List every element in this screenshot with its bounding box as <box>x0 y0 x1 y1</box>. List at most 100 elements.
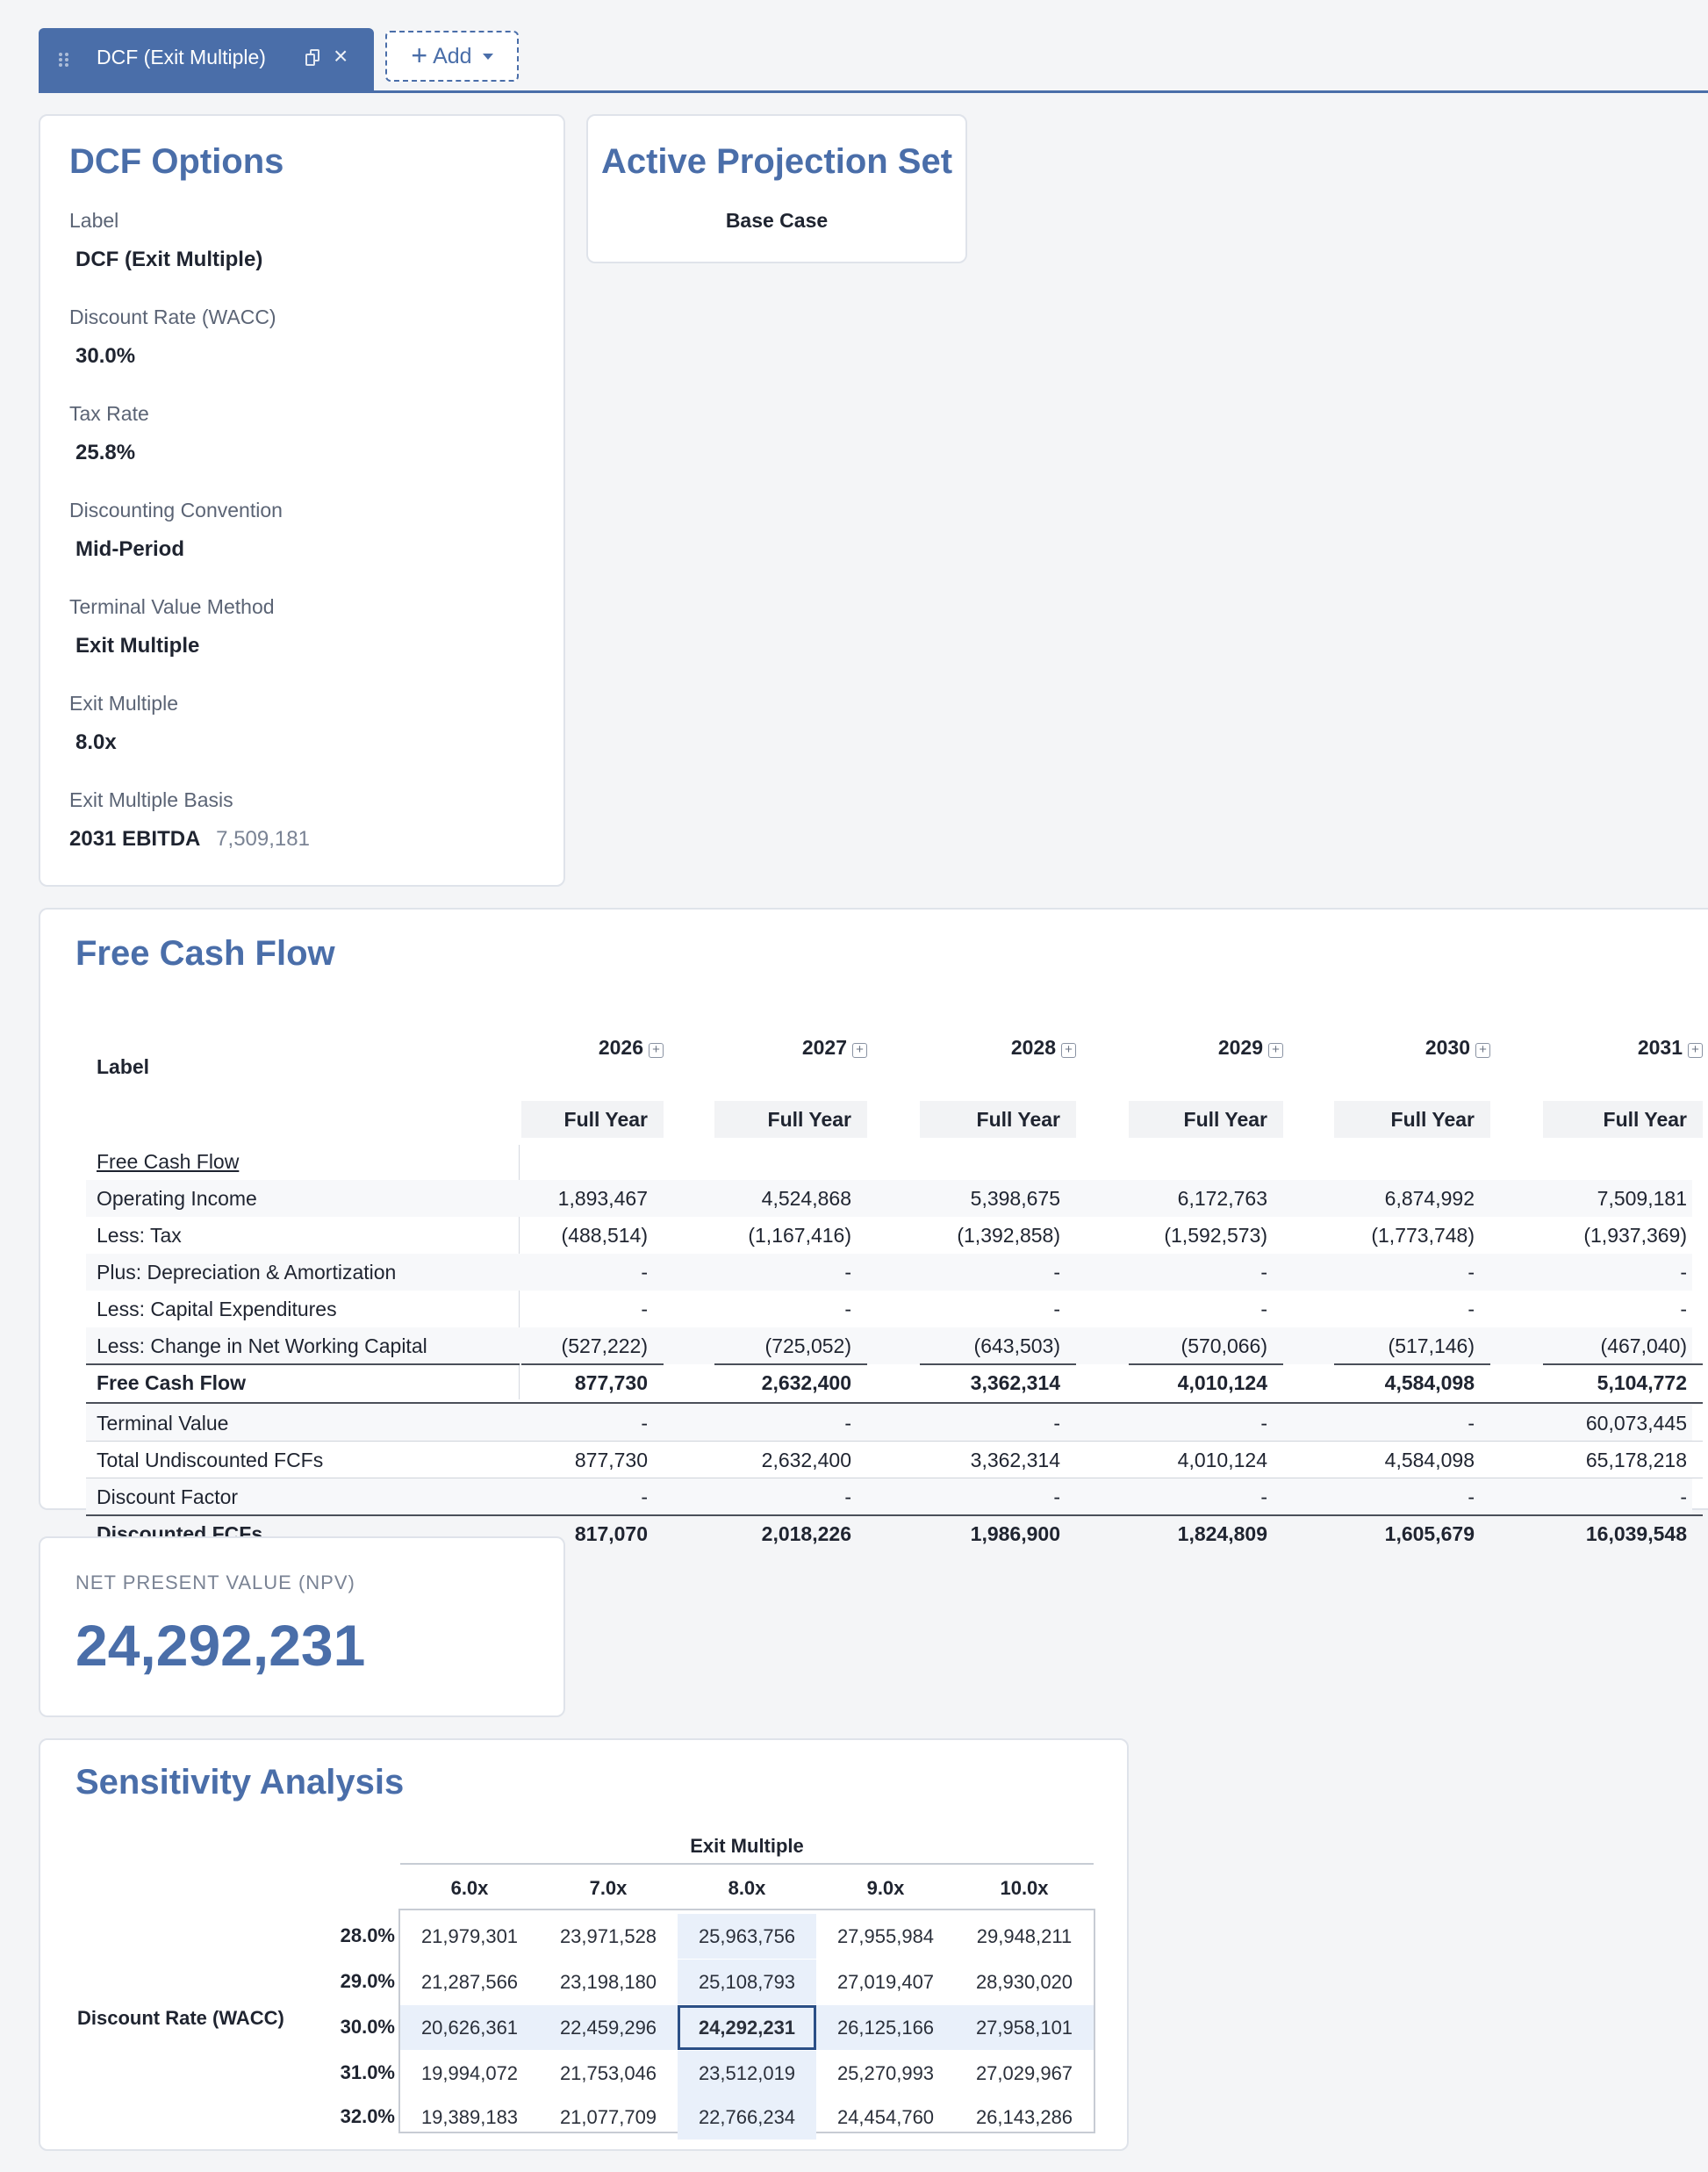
table-cell: (467,040) <box>1600 1334 1687 1357</box>
sensitivity-cell[interactable]: 27,029,967 <box>975 2062 1073 2084</box>
table-cell: (488,514) <box>561 1224 648 1247</box>
year-header[interactable]: 2026 + <box>520 1036 664 1060</box>
duplicate-icon[interactable] <box>305 49 321 67</box>
sensitivity-cell[interactable]: 24,454,760 <box>836 2106 935 2128</box>
sensitivity-cell[interactable]: 28,930,020 <box>975 1971 1073 1993</box>
year-label: 2026 <box>598 1036 643 1059</box>
table-cell: 1,986,900 <box>970 1522 1060 1545</box>
projection-title: Active Projection Set <box>600 142 953 181</box>
year-header[interactable]: 2029 + <box>1127 1036 1283 1060</box>
sensitivity-cell[interactable]: 27,955,984 <box>836 1925 935 1947</box>
table-cell: 1,893,467 <box>557 1187 648 1210</box>
expand-icon[interactable]: + <box>649 1043 664 1058</box>
period-header: Full Year <box>1334 1101 1490 1138</box>
sensitivity-cell[interactable]: 23,198,180 <box>559 1971 657 1993</box>
table-cell: 1,605,679 <box>1384 1522 1475 1545</box>
add-tab-button[interactable]: + Add <box>385 31 519 82</box>
sensitivity-cell[interactable]: 25,963,756 <box>678 1914 816 1959</box>
table-cell: - <box>1468 1298 1475 1320</box>
sensitivity-cell[interactable]: 22,766,234 <box>678 2095 816 2140</box>
table-row: Discount Factor - - - - - - <box>86 1478 1692 1515</box>
table-cell: 2,018,226 <box>761 1522 851 1545</box>
sensitivity-cell[interactable]: 21,753,046 <box>559 2062 657 2084</box>
table-row: Free Cash Flow 877,730 2,632,400 3,362,314 4… <box>86 1364 1692 1401</box>
projection-value[interactable]: Base Case <box>725 209 829 232</box>
expand-icon[interactable]: + <box>1688 1043 1703 1058</box>
column-header: 7.0x <box>589 1877 628 1899</box>
sensitivity-cell[interactable]: 23,971,528 <box>559 1925 657 1947</box>
year-label: 2028 <box>1010 1036 1056 1059</box>
sensitivity-cell[interactable]: 19,994,072 <box>420 2062 519 2084</box>
period-header: Full Year <box>1129 1101 1283 1138</box>
table-cell: - <box>1680 1261 1687 1284</box>
sensitivity-cell[interactable]: 23,512,019 <box>678 2051 816 2096</box>
sensitivity-cell[interactable]: 19,389,183 <box>420 2106 519 2128</box>
sensitivity-cell[interactable]: 29,948,211 <box>976 1925 1073 1947</box>
table-cell: 60,073,445 <box>1585 1412 1687 1435</box>
table-cell: - <box>844 1412 851 1435</box>
row-divider <box>86 1363 520 1365</box>
option-value[interactable]: 25.8% <box>75 441 136 464</box>
column-header: 8.0x <box>728 1877 766 1899</box>
table-cell: 877,730 <box>574 1371 648 1394</box>
option-value[interactable]: 30.0% <box>75 344 136 368</box>
sensitivity-cell[interactable]: 26,125,166 <box>816 2005 955 2050</box>
sensitivity-cell[interactable]: 27,958,101 <box>955 2005 1094 2050</box>
sensitivity-cell[interactable]: 25,270,993 <box>836 2062 935 2084</box>
table-cell: - <box>844 1261 851 1284</box>
section-heading: Free Cash Flow <box>86 1143 507 1180</box>
sensitivity-cell[interactable]: 21,979,301 <box>420 1925 519 1947</box>
table-cell: - <box>1053 1412 1060 1435</box>
table-cell: - <box>1468 1261 1475 1284</box>
table-cell: 16,039,548 <box>1585 1522 1687 1545</box>
exit-multiple-basis: 2031 EBITDA 7,509,181 <box>69 827 310 852</box>
tab-dcf-exit-multiple[interactable]: DCF (Exit Multiple) × <box>39 28 374 90</box>
expand-icon[interactable]: + <box>1061 1043 1076 1058</box>
option-value[interactable]: Exit Multiple <box>75 634 200 658</box>
table-cell: (517,146) <box>1388 1334 1475 1357</box>
row-label: Less: Change in Net Working Capital <box>97 1334 427 1357</box>
option-value[interactable]: Mid-Period <box>75 537 184 561</box>
table-cell: 7,509,181 <box>1597 1187 1687 1210</box>
row-divider <box>86 1441 1703 1442</box>
year-header[interactable]: 2027 + <box>713 1036 867 1060</box>
dcf-options-title: DCF Options <box>69 142 284 181</box>
period-header: Full Year <box>920 1101 1076 1138</box>
sensitivity-cell[interactable]: 26,143,286 <box>975 2106 1073 2128</box>
table-cell: (643,503) <box>973 1334 1060 1357</box>
table-cell: 5,104,772 <box>1597 1371 1687 1394</box>
sensitivity-cell[interactable]: 20,626,361 <box>400 2005 539 2050</box>
option-value[interactable]: DCF (Exit Multiple) <box>75 248 263 271</box>
year-label: 2031 <box>1637 1036 1683 1059</box>
year-header[interactable]: 2030 + <box>1332 1036 1490 1060</box>
section-label: Free Cash Flow <box>97 1150 240 1173</box>
npv-card: NET PRESENT VALUE (NPV) 24,292,231 <box>39 1536 565 1717</box>
table-cell: - <box>844 1298 851 1320</box>
drag-handle-icon[interactable] <box>59 53 69 67</box>
table-cell: - <box>641 1261 648 1284</box>
table-cell: 3,362,314 <box>970 1371 1060 1394</box>
expand-icon[interactable]: + <box>1475 1043 1490 1058</box>
sensitivity-cell[interactable]: 24,292,231 <box>678 2005 816 2050</box>
sensitivity-cell[interactable]: 21,077,709 <box>559 2106 657 2128</box>
close-icon[interactable]: × <box>334 42 348 69</box>
expand-icon[interactable]: + <box>852 1043 867 1058</box>
year-header[interactable]: 2031 + <box>1541 1036 1703 1060</box>
table-cell: (1,937,369) <box>1583 1224 1687 1247</box>
year-label: 2029 <box>1217 1036 1263 1059</box>
dcf-options-card: DCF Options Label DCF (Exit Multiple) Di… <box>39 114 565 887</box>
label-header: Label <box>97 1055 150 1078</box>
basis-value: 7,509,181 <box>216 827 310 851</box>
sensitivity-cell[interactable]: 27,019,407 <box>836 1971 935 1993</box>
sensitivity-cell[interactable]: 22,459,296 <box>539 2005 678 2050</box>
expand-icon[interactable]: + <box>1268 1043 1283 1058</box>
period-header: Full Year <box>521 1101 664 1138</box>
sensitivity-cell[interactable]: 25,108,793 <box>678 1960 816 2004</box>
row-label: Less: Capital Expenditures <box>97 1298 337 1320</box>
row-label: Operating Income <box>97 1187 257 1210</box>
table-row: Plus: Depreciation & Amortization - - - - - - <box>86 1254 1692 1291</box>
option-value[interactable]: 8.0x <box>75 730 117 754</box>
sensitivity-cell[interactable]: 21,287,566 <box>420 1971 519 1993</box>
year-header[interactable]: 2028 + <box>918 1036 1076 1060</box>
table-cell: - <box>1053 1298 1060 1320</box>
